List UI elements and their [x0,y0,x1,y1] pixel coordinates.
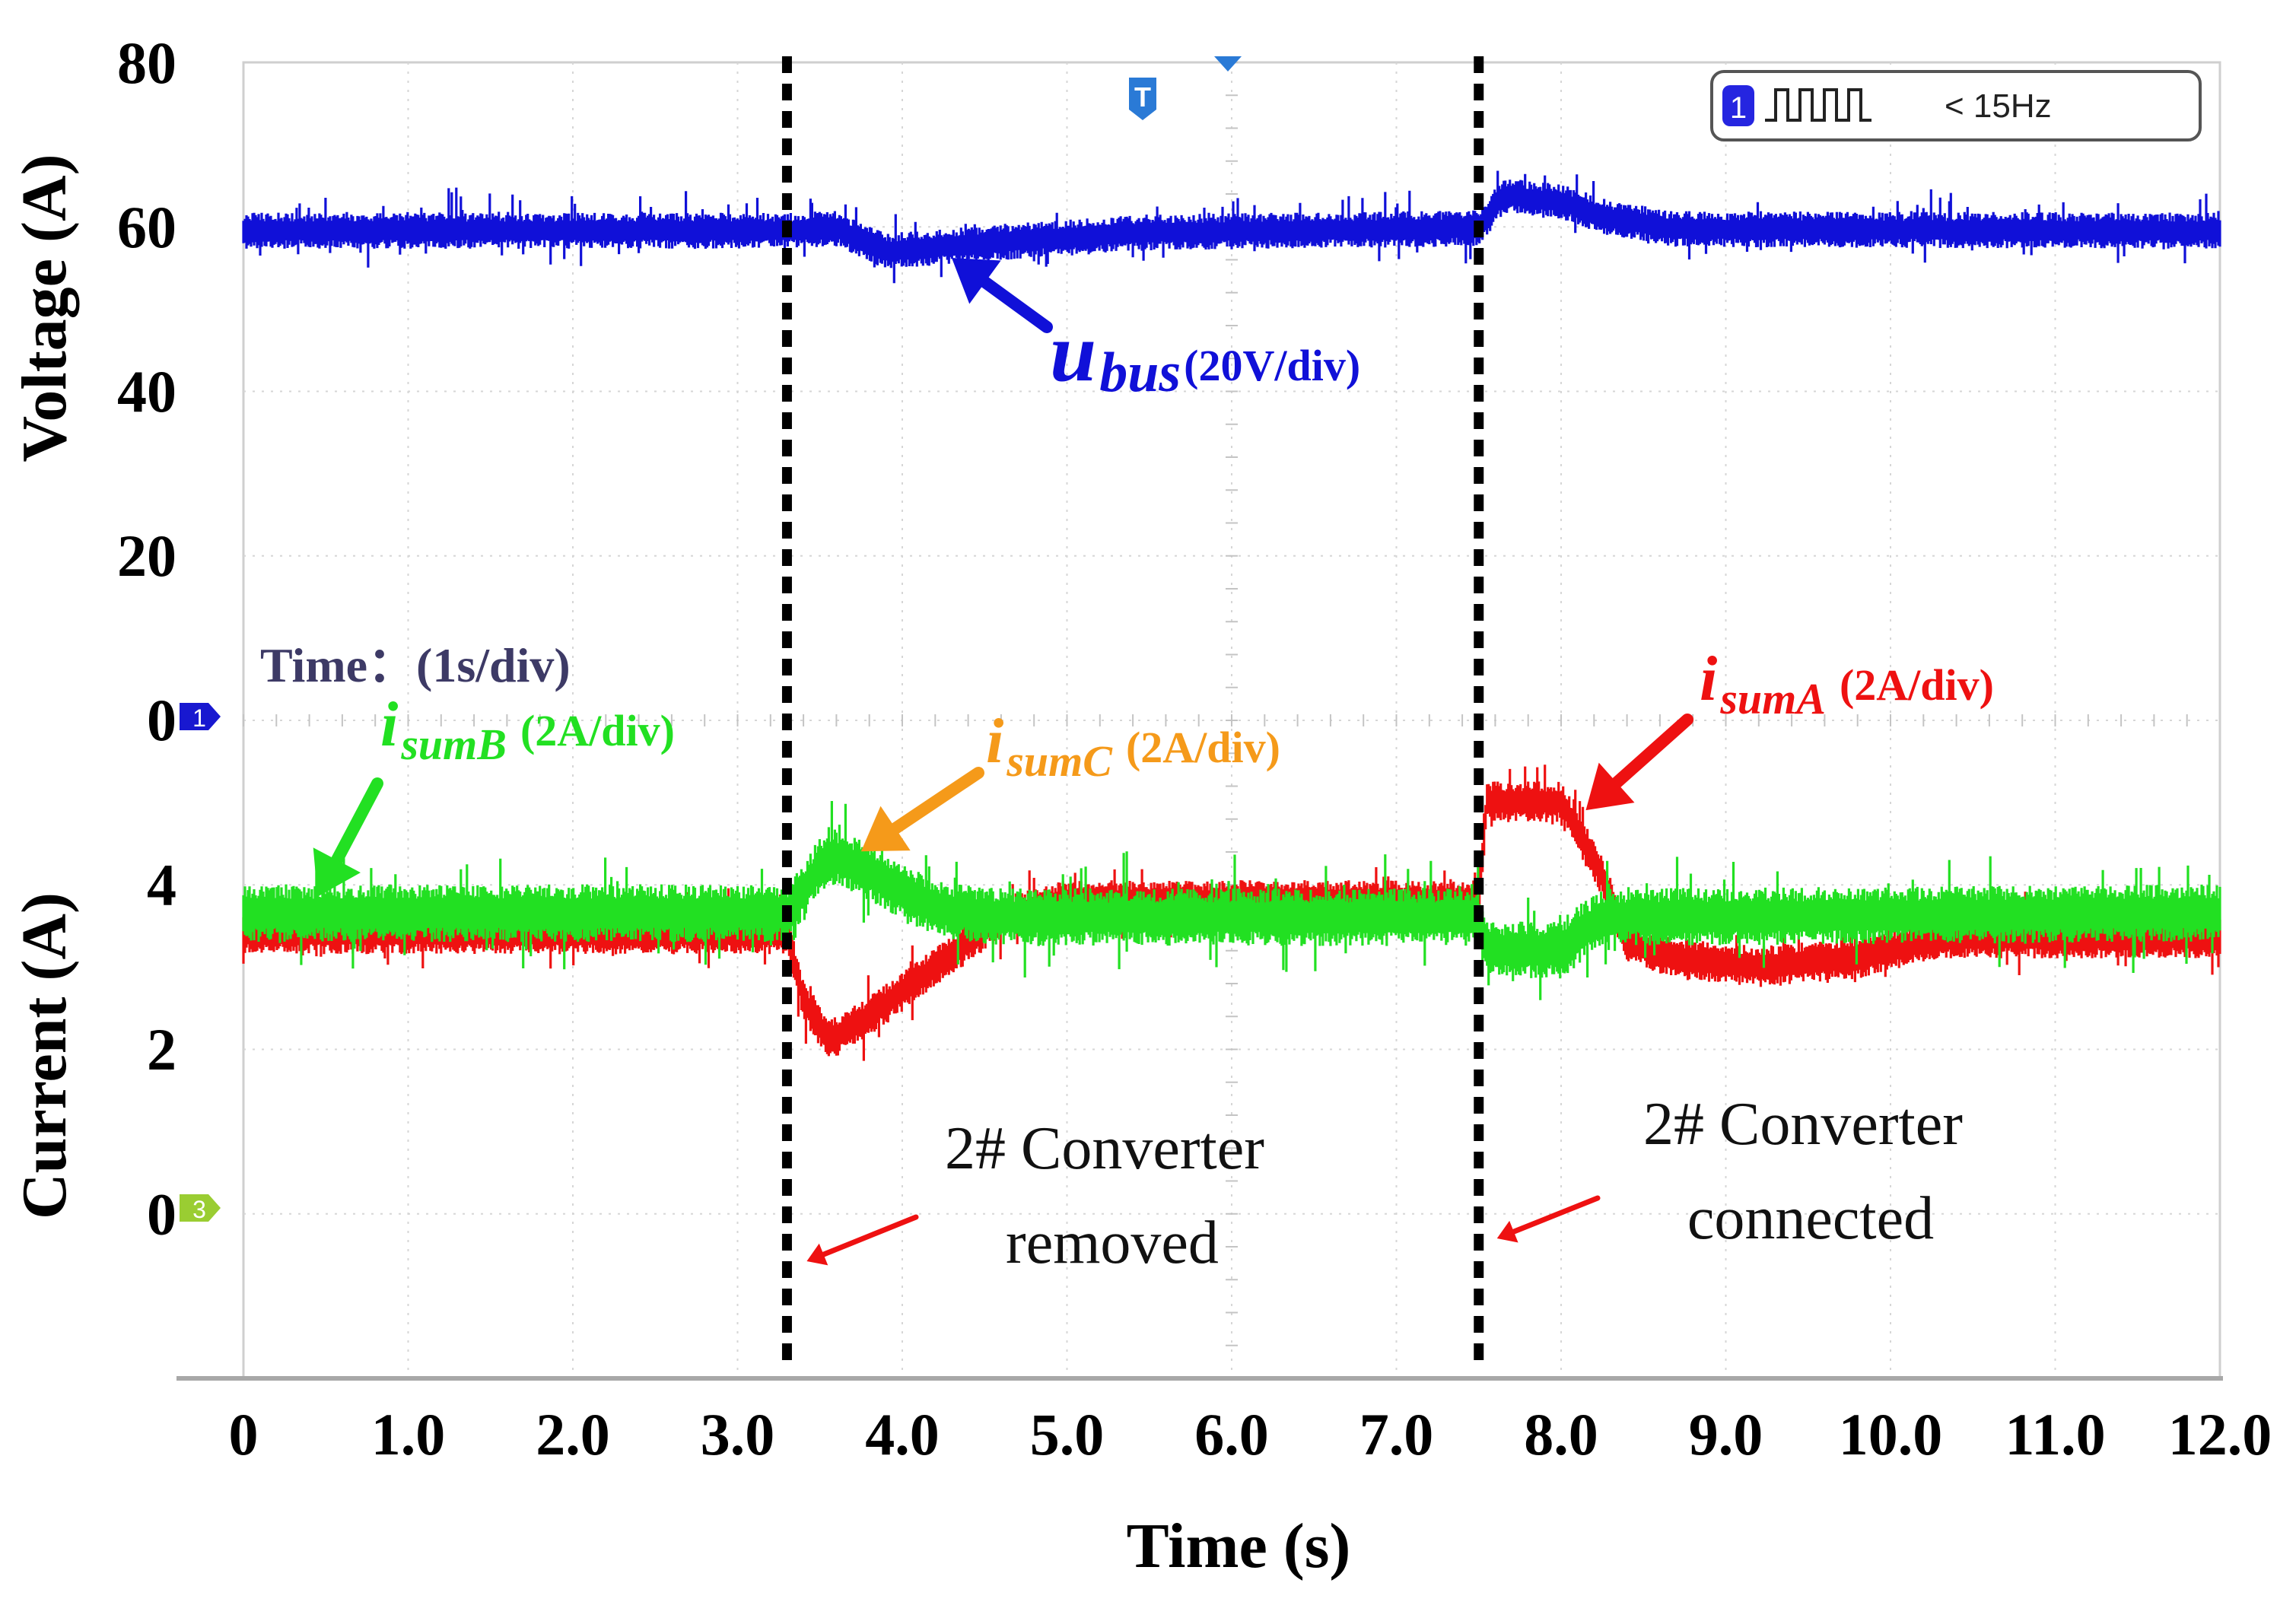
ch3-ground-marker: 3 [180,1194,221,1223]
isumB-arrow [313,777,383,897]
trigger-letter: T [1134,81,1151,113]
voltage-axis-title: Voltage (A) [9,154,80,462]
svg-text:i sumB (2A/div): i sumB (2A/div) [380,689,675,769]
current-tick-labels: 4 2 0 [147,852,176,1248]
x-tick-label: 10.0 [1839,1401,1943,1467]
x-tick-label: 3.0 [701,1401,775,1467]
event-connected-line2: connected [1687,1185,1934,1252]
ch1-ground-marker: 1 [180,703,221,732]
event-removed-line1: 2# Converter [945,1115,1264,1182]
isumC-label-main: i [986,706,1003,777]
x-tick-label: 1.0 [371,1401,446,1467]
x-tick-label: 4.0 [865,1401,940,1467]
x-tick-label: 12.0 [2168,1401,2272,1467]
isumB-label-sub: sumB [400,720,507,769]
x-tick-label: 6.0 [1194,1401,1269,1467]
annotation-arrows [313,258,1693,1266]
current-tick-label: 2 [147,1016,176,1082]
ubus-trace [242,170,2221,284]
ubus-waveform [242,170,2221,284]
current-tick-label: 4 [147,852,176,918]
event-removed-label: 2# Converter removed [945,1115,1280,1276]
x-tick-label: 5.0 [1030,1401,1105,1467]
isumC-label: i sumC (2A/div) [986,706,1280,786]
isumC-label-unit: (2A/div) [1126,723,1280,772]
x-tick-label: 2.0 [536,1401,610,1467]
x-tick-label: 8.0 [1524,1401,1598,1467]
ubus-label: u bus (20V/div) [1050,306,1360,404]
isumB-trace [242,801,2221,1000]
event-removed-line2: removed [1006,1209,1219,1276]
event-removed-arrow [806,1214,919,1266]
voltage-tick-label: 20 [117,523,176,589]
current-axis-title: Current (A) [9,892,80,1219]
x-tick-labels: 0 1.0 2.0 3.0 4.0 5.0 6.0 7.0 8.0 9.0 10.0 11.0 12.0 [229,1401,2272,1467]
svg-text:i sumA (2A/div): i sumA (2A/div) [1700,644,1994,723]
event-connected-line1: 2# Converter [1643,1091,1963,1158]
event-connected-label: 2# Converter connected [1643,1091,1978,1252]
x-tick-label: 0 [229,1401,259,1467]
ubus-label-unit: (20V/div) [1184,341,1360,390]
current-tick-label: 0 [147,1181,176,1248]
traces [242,170,2221,1061]
event-connected-arrow [1496,1195,1601,1243]
trigger-position-marker: T [1129,56,1242,120]
freq-channel-number: 1 [1730,91,1747,125]
isumC-label-sub: sumC [1006,736,1113,786]
isumA-arrow [1585,714,1693,811]
x-axis-title: Time (s) [1127,1511,1351,1581]
x-tick-label: 11.0 [2005,1401,2105,1467]
x-tick-label: 9.0 [1689,1401,1763,1467]
isumA-label-main: i [1700,644,1717,714]
ch3-marker-number: 3 [192,1196,206,1223]
isumC-arrow [860,767,984,852]
square-wave-icon [1765,88,1871,122]
trigger-down-icon [1214,56,1242,72]
frequency-readout-badge: 1 < 15Hz [1710,70,2202,141]
freq-readout: < 15Hz [1945,87,2052,125]
isumB-waveform [242,801,2221,1000]
voltage-tick-label: 80 [117,30,176,96]
voltage-tick-labels: 80 60 40 20 0 [117,30,176,753]
voltage-tick-label: 0 [147,687,176,753]
ch1-marker-number: 1 [192,704,206,732]
time-scale-label: Time：(1s/div) [260,638,571,692]
voltage-tick-label: 40 [117,358,176,424]
isumB-label: i sumB (2A/div) [380,689,675,769]
isumB-label-main: i [380,689,398,760]
ubus-arrow [951,258,1053,333]
svg-text:i sumC (2A/div): i sumC (2A/div) [986,706,1280,786]
isumA-label: i sumA (2A/div) [1700,644,1994,723]
isumB-label-unit: (2A/div) [520,706,675,755]
isumA-label-sub: sumA [1719,674,1826,723]
isumA-label-unit: (2A/div) [1840,660,1994,710]
ubus-label-main: u [1050,306,1096,399]
ubus-label-sub: bus [1099,342,1181,404]
x-tick-label: 7.0 [1359,1401,1434,1467]
svg-text:u bus (20V/div): u bus (20V/div) [1050,306,1360,404]
voltage-tick-label: 60 [117,194,176,260]
